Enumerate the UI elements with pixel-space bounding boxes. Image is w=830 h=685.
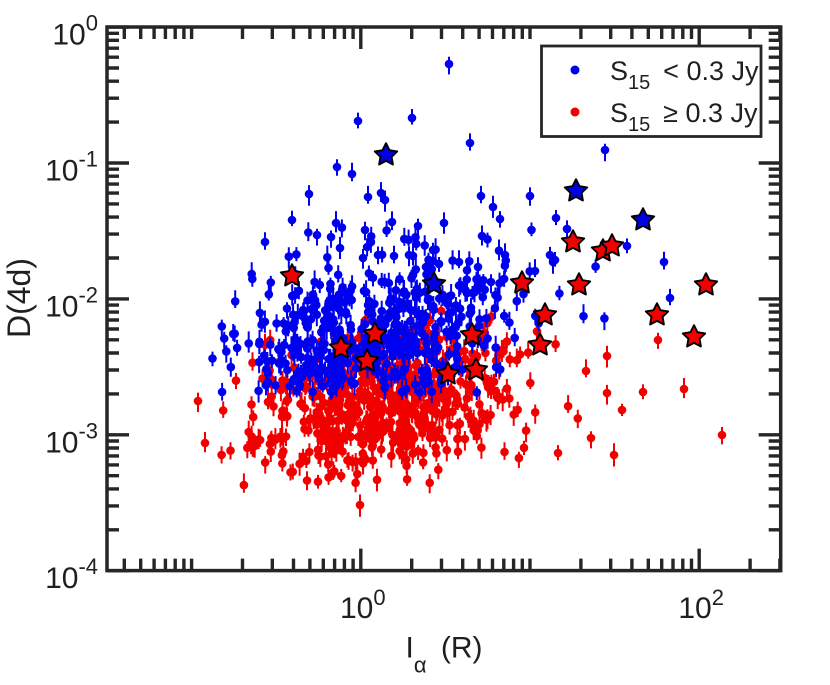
svg-text:D(4d): D(4d) <box>1 258 37 338</box>
svg-text:102: 102 <box>678 585 724 625</box>
